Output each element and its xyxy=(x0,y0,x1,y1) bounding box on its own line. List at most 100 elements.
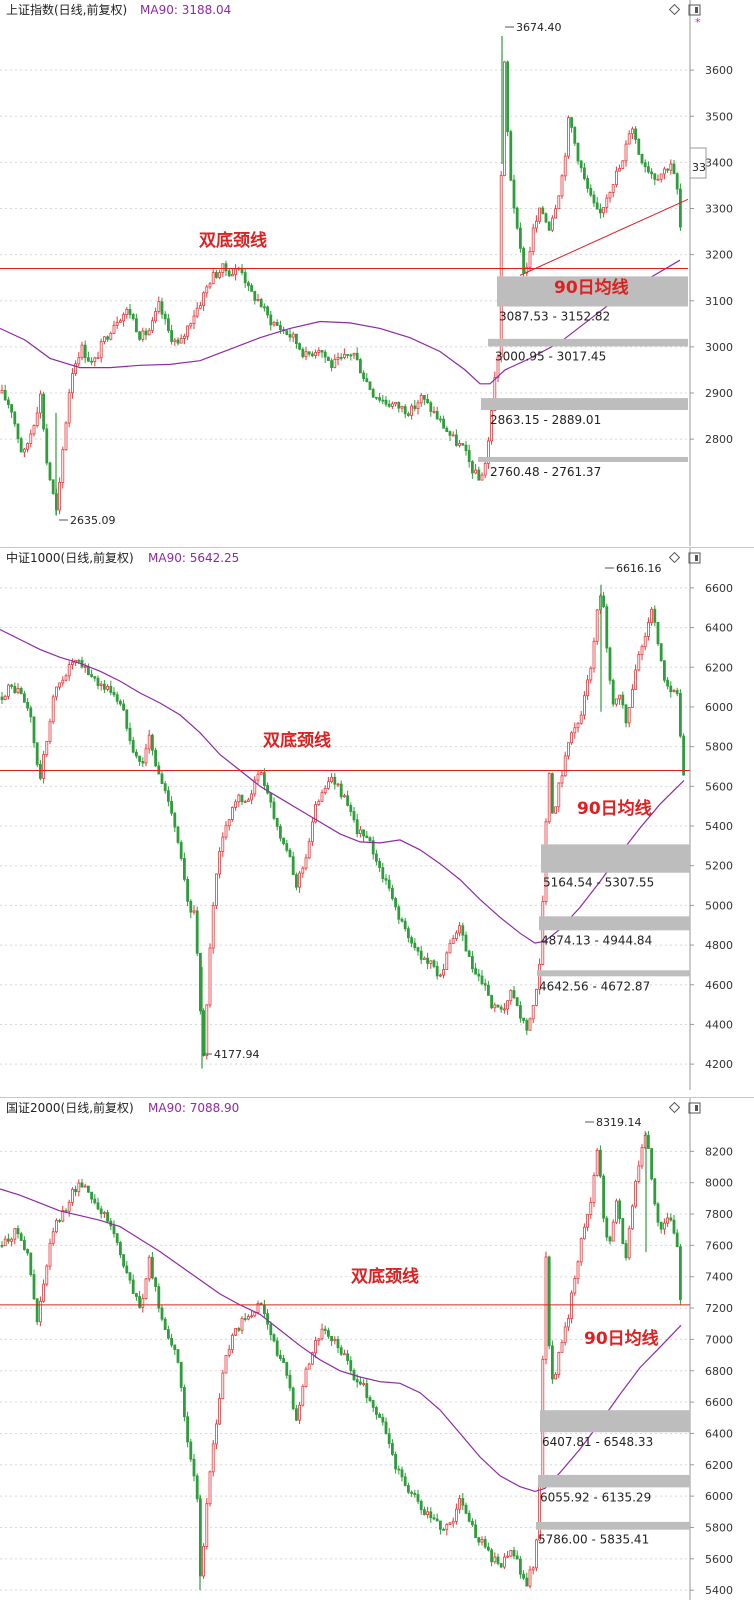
candle-body xyxy=(48,462,52,481)
candle-body xyxy=(432,960,436,967)
candle-body xyxy=(10,404,14,413)
candle-body xyxy=(576,142,580,162)
gap-label: 5164.54 - 5307.55 xyxy=(543,876,654,890)
candle-body xyxy=(583,167,586,179)
high-label: 3674.40 xyxy=(516,21,562,34)
candle-body xyxy=(349,805,353,812)
candle-body xyxy=(278,325,282,331)
candle-body xyxy=(16,423,20,440)
candle-body xyxy=(179,1361,183,1388)
candle-body xyxy=(99,341,103,359)
candle-body xyxy=(176,826,180,843)
candle-body xyxy=(570,117,573,128)
y-tick-label: 7400 xyxy=(705,1271,733,1284)
gap-zone xyxy=(541,844,690,873)
y-tick-label: 3500 xyxy=(705,110,733,123)
candle-body xyxy=(413,1492,417,1495)
candle-body xyxy=(314,1340,318,1354)
candle-body xyxy=(458,925,462,934)
candle-body xyxy=(611,679,615,705)
diamond-icon[interactable] xyxy=(668,1101,681,1114)
diamond-icon[interactable] xyxy=(668,3,681,16)
candle-body xyxy=(317,1338,321,1341)
candle-body xyxy=(198,305,202,309)
candle-body xyxy=(19,688,23,695)
y-tick-label: 5800 xyxy=(705,741,733,754)
candle-body xyxy=(663,660,666,681)
candle-body xyxy=(656,178,660,181)
candle-body xyxy=(528,1569,532,1587)
candle-body xyxy=(493,377,497,412)
candle-body xyxy=(378,860,382,868)
candle-body xyxy=(400,918,404,922)
candle-body xyxy=(647,166,650,173)
candle-body xyxy=(74,1188,77,1193)
ma-label: MA90: 3188.04 xyxy=(140,3,231,17)
candle-body xyxy=(275,1340,279,1356)
candle-body xyxy=(429,960,433,964)
marker-asterisk-icon: * xyxy=(695,16,701,29)
candle-body xyxy=(259,772,263,775)
candle-body xyxy=(160,301,164,315)
candle-body xyxy=(352,352,356,356)
candle-body xyxy=(326,781,330,789)
panel-toggle-icon[interactable] xyxy=(688,4,701,16)
panel-toggle-icon[interactable] xyxy=(688,1102,701,1114)
candle-body xyxy=(67,392,71,424)
candle-body xyxy=(429,1511,433,1519)
candle-body xyxy=(631,1205,634,1230)
candle-body xyxy=(416,402,420,409)
candle-body xyxy=(243,272,247,284)
candle-body xyxy=(243,801,247,803)
candle-body xyxy=(147,1256,151,1280)
candle-body xyxy=(589,1202,593,1215)
candle-body xyxy=(58,682,61,688)
candle-body xyxy=(131,314,135,320)
candle-body xyxy=(147,329,151,336)
candle-body xyxy=(656,621,660,645)
candle-body xyxy=(634,1181,637,1207)
candle-body xyxy=(234,1327,238,1336)
candle-body xyxy=(157,1286,161,1309)
candle-body xyxy=(390,403,394,407)
candle-body xyxy=(16,1228,20,1235)
candle-body xyxy=(80,344,84,359)
candle-body xyxy=(554,1373,557,1380)
candle-body xyxy=(608,647,612,681)
y-tick-label: 4600 xyxy=(705,979,733,992)
candle-body xyxy=(291,856,295,876)
candle-body xyxy=(234,268,238,275)
candle-body xyxy=(99,1208,103,1214)
candle-body xyxy=(477,1537,481,1543)
candle-body xyxy=(122,1254,125,1267)
candle-body xyxy=(83,344,87,359)
candle-body xyxy=(672,690,676,693)
candle-body xyxy=(547,221,551,231)
candle-body xyxy=(531,1004,535,1020)
candle-body xyxy=(663,168,666,175)
candle-body xyxy=(426,957,430,964)
candle-body xyxy=(22,693,26,703)
candle-body xyxy=(381,867,385,880)
candle-body xyxy=(246,799,250,802)
candle-body xyxy=(304,857,308,869)
candle-body xyxy=(87,1185,90,1193)
candle-body xyxy=(19,438,23,453)
candle-body xyxy=(243,1318,247,1321)
panel-toggle-icon[interactable] xyxy=(688,552,701,564)
diamond-icon[interactable] xyxy=(668,551,681,564)
candle-body xyxy=(602,206,605,214)
candle-body xyxy=(10,684,14,687)
candle-body xyxy=(237,1327,241,1331)
candle-body xyxy=(294,1408,298,1421)
candle-body xyxy=(214,1423,218,1445)
candle-body xyxy=(250,793,254,801)
candle-body xyxy=(679,188,682,228)
y-tick-label: 8200 xyxy=(705,1145,733,1158)
gap-label: 3000.95 - 3017.45 xyxy=(495,349,606,363)
candle-body xyxy=(58,482,61,511)
candle-body xyxy=(378,1414,382,1418)
candle-body xyxy=(0,390,4,394)
candle-body xyxy=(227,1349,231,1356)
candle-body xyxy=(266,785,270,794)
